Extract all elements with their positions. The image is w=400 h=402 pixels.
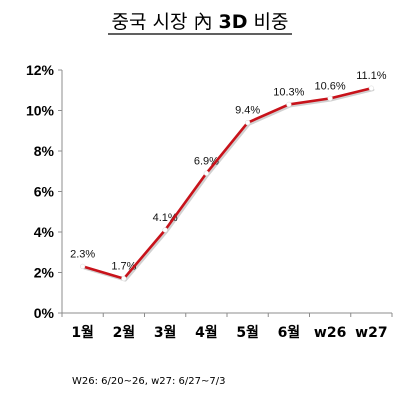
y-tick-label: 10% [26, 103, 55, 119]
data-point [80, 264, 85, 269]
chart-title-part-3: 비중 [248, 11, 289, 33]
y-tick-label: 0% [34, 305, 55, 321]
y-tick-label: 6% [34, 184, 55, 200]
y-tick-label: 2% [34, 265, 55, 281]
axes-layer [58, 70, 392, 317]
data-point [245, 120, 250, 125]
x-tick-label: w27 [355, 325, 387, 341]
chart-title-part-1: 중국 시장 內 [111, 11, 218, 33]
x-tick-label: 5월 [236, 324, 259, 341]
footnote: W26: 6/20~26, w27: 6/27~7/3 [72, 376, 225, 387]
y-tick-label: 12% [26, 62, 55, 78]
data-point [369, 86, 374, 91]
x-tick-label: 1월 [71, 324, 94, 341]
data-label: 10.3% [273, 86, 304, 98]
data-point [163, 228, 168, 233]
labels-layer: 0%2%4%6%8%10%12%1월 2월 3월 4월 5월 6월 w26 w272.3%1.… [26, 62, 388, 341]
y-tick-label: 4% [34, 224, 55, 240]
series-layer [80, 86, 374, 281]
data-label: 2.3% [70, 248, 95, 260]
chart-title: 중국 시장 內 3D 비중 [111, 11, 288, 33]
data-label: 10.6% [315, 80, 346, 92]
x-tick-label: 3월 [154, 324, 177, 341]
chart-title-part-2: 3D [219, 11, 248, 33]
data-point [328, 96, 333, 101]
series-line-shadow [84, 90, 373, 280]
x-tick-label: w26 [314, 325, 346, 341]
x-tick-label: 2월 [113, 324, 136, 341]
data-point [286, 102, 291, 107]
y-tick-label: 8% [34, 143, 55, 159]
data-label: 9.4% [235, 105, 260, 117]
data-point [121, 276, 126, 281]
x-tick-label: 6월 [278, 324, 301, 341]
data-point [204, 171, 209, 176]
series-line [83, 88, 372, 278]
x-tick-label: 4월 [195, 324, 218, 341]
data-label: 11.1% [356, 70, 387, 82]
